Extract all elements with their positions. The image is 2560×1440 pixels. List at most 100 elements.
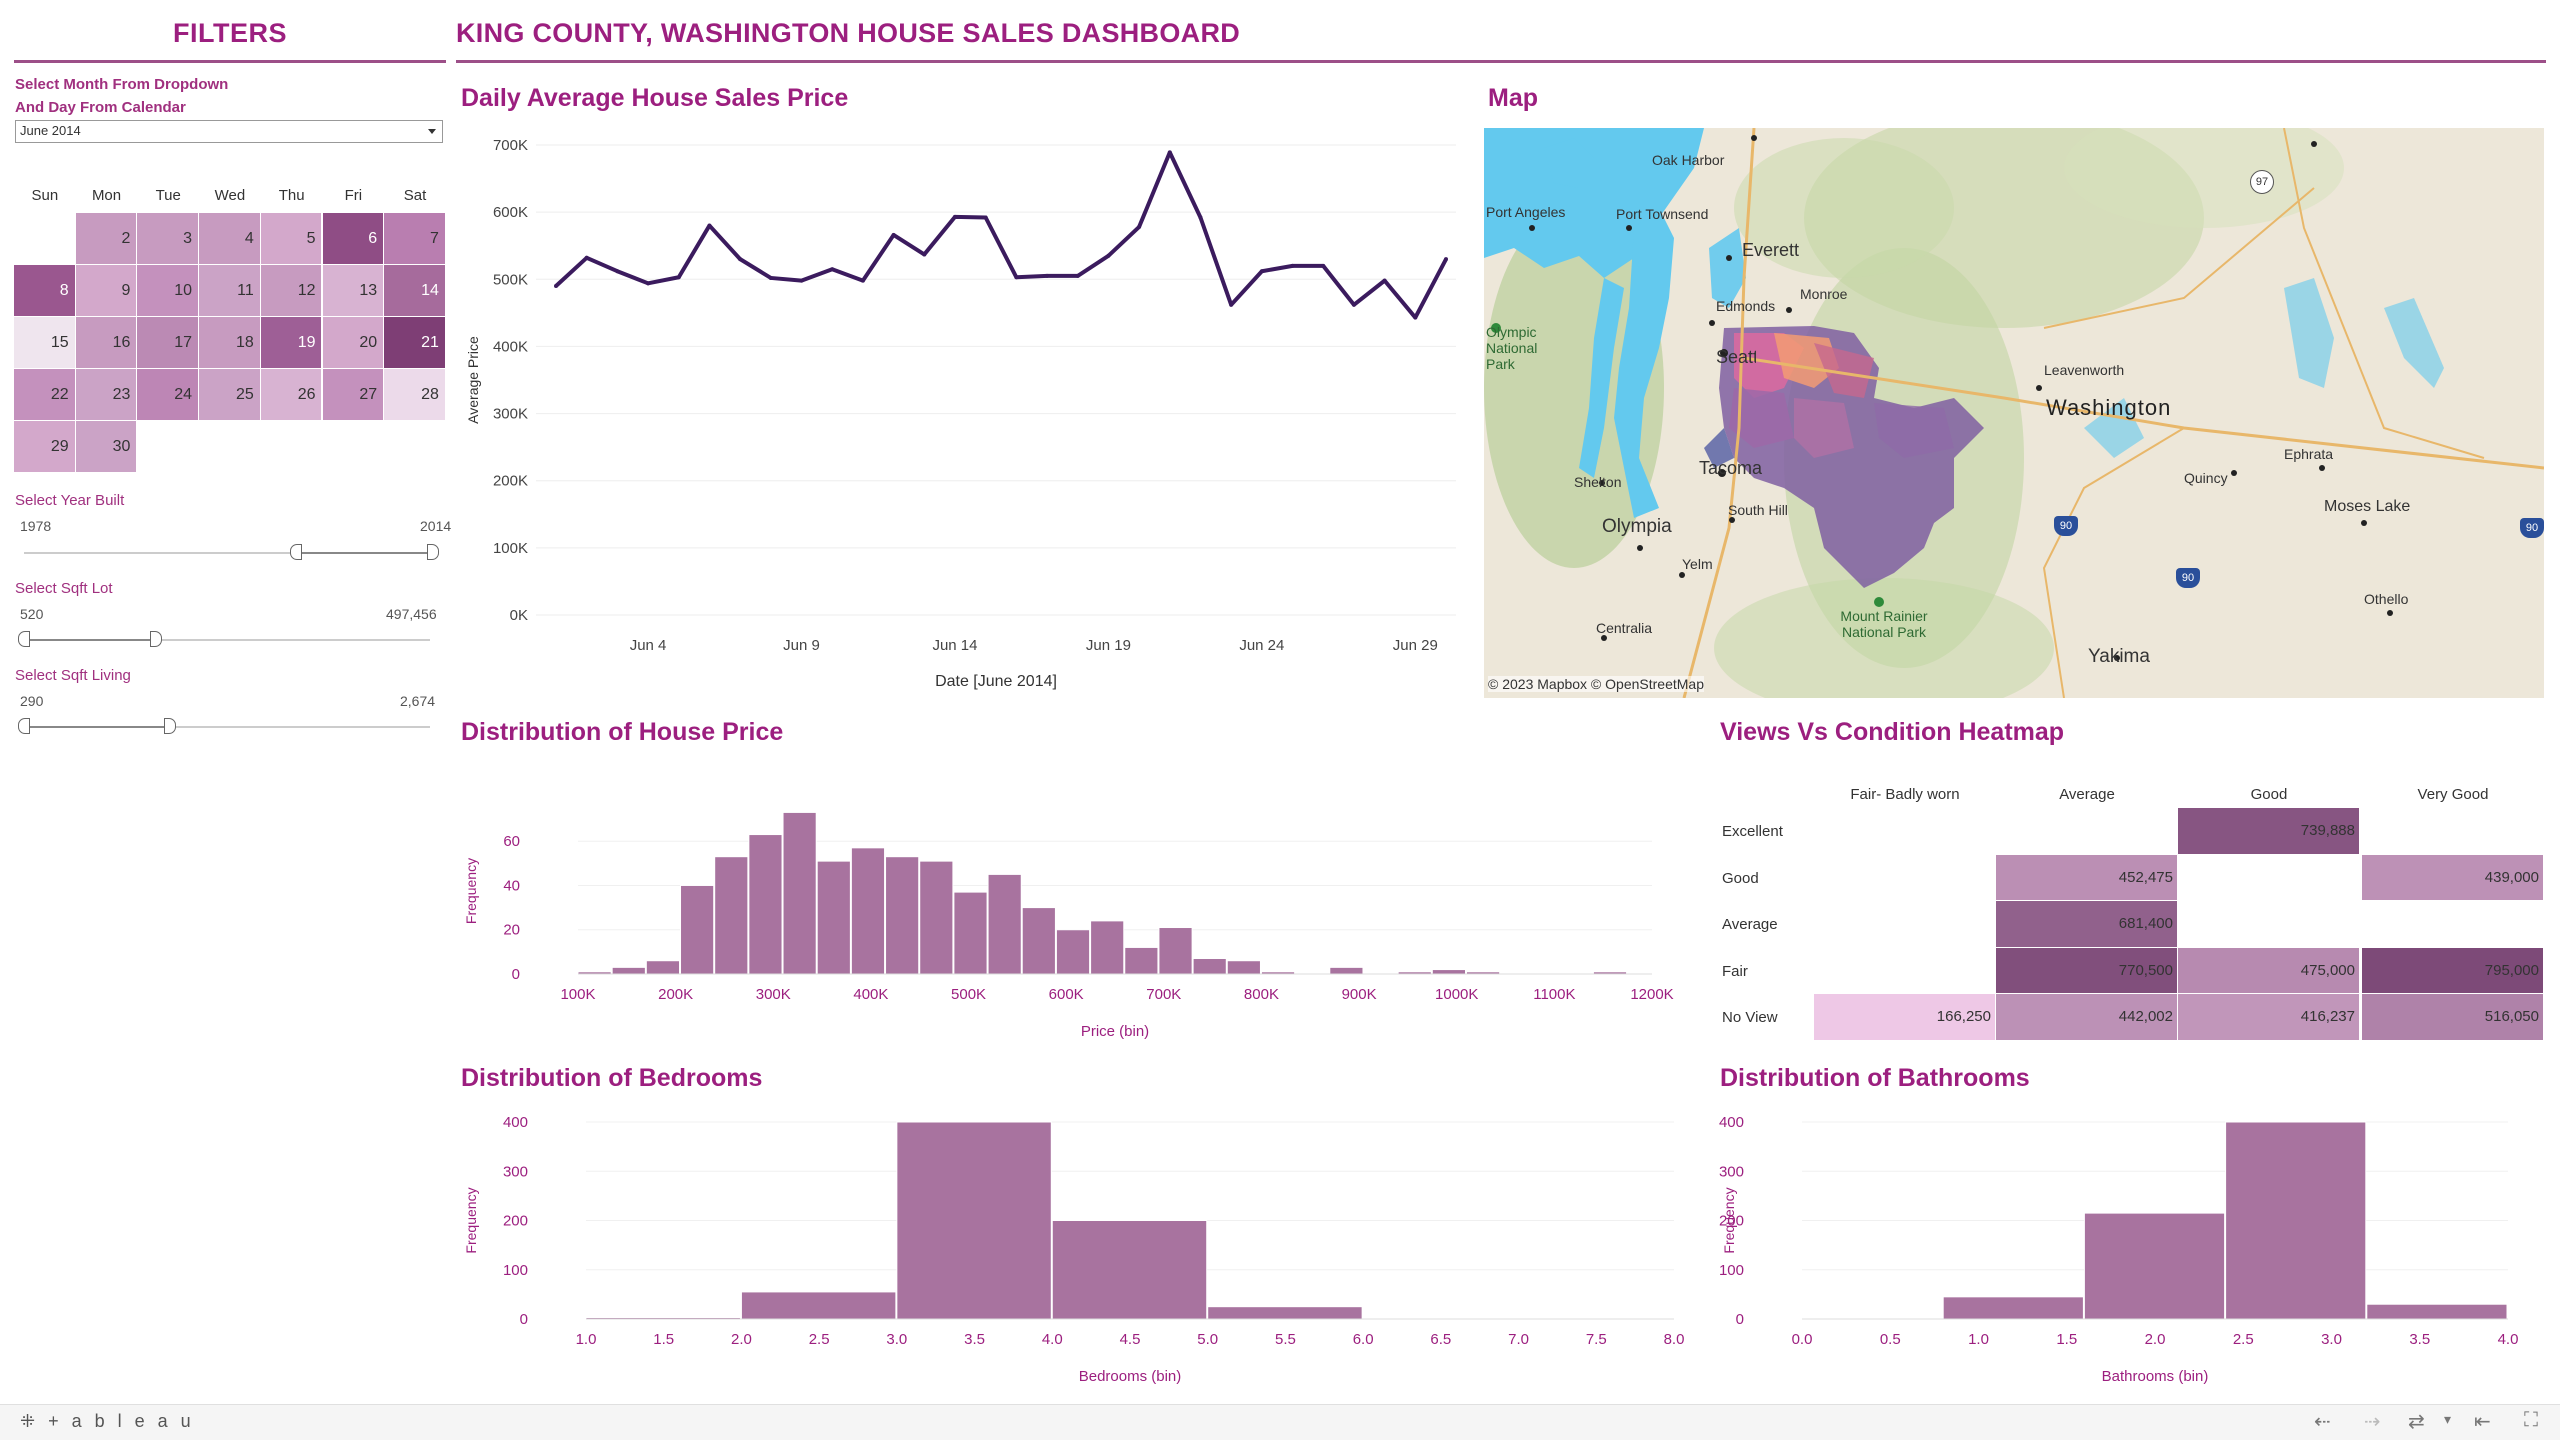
x-axis-title: Date [June 2014] [935,673,1057,690]
histogram-bar [1124,946,1159,975]
interstate-shield-icon: 90 [2054,516,2078,536]
calendar-day[interactable]: 26 [260,369,323,421]
calendar-day[interactable]: 22 [14,369,76,421]
calendar-day[interactable]: 7 [384,213,446,265]
calendar-day[interactable]: 5 [260,213,323,265]
sqft-lot-min-handle[interactable] [18,631,30,647]
heatmap-cell[interactable]: 442,002 [1996,994,2178,1041]
day-calendar[interactable]: Sun Mon Tue Wed Thu Fri Sat 2 3 4 5 6 7 8 9 10 11 12 13 14 1… [14,183,446,481]
x-tick-label: 4.0 [1042,1331,1063,1348]
price-point [952,214,957,219]
calendar-day[interactable]: 3 [137,213,200,265]
calendar-day[interactable]: 10 [137,265,200,317]
heatmap-cell[interactable]: 452,475 [1996,854,2178,901]
sqft-living-track [24,726,430,728]
calendar-day[interactable]: 6 [322,213,385,265]
heatmap-cell [2178,855,2360,902]
heatmap-cell[interactable]: 770,500 [1996,947,2178,994]
undo-icon[interactable]: ⇠ [2314,1411,2331,1433]
calendar-day[interactable]: 18 [199,317,261,369]
calendar-day[interactable]: 12 [260,265,323,317]
house-price-histogram[interactable]: 0 20 40 60 100K 200K 300K 400K 500K 600K 700K 800K 9… [456,760,1686,1045]
calendar-day[interactable]: 28 [384,369,446,421]
calendar-day[interactable]: 23 [75,369,138,421]
sqft-lot-track [24,639,430,641]
y-tick-label: 0 [1736,1311,1744,1328]
sqft-lot-max-handle[interactable] [150,631,162,647]
histogram-bar [919,860,954,975]
sqft-living-min-handle[interactable] [18,718,30,734]
weekday-header: Sun [31,187,59,204]
map-label-2: Port Townsend [1616,206,1709,222]
calendar-day[interactable]: 29 [14,421,76,473]
y-tick-label: 100 [503,1262,528,1279]
calendar-day[interactable]: 15 [14,317,76,369]
heatmap-cell[interactable]: 739,888 [2178,808,2360,855]
map-label-3: Everett [1742,240,1800,260]
price-point [768,275,773,280]
histogram-bar [896,1121,1052,1320]
calendar-day[interactable]: 4 [199,213,261,265]
histogram-bar [1021,907,1056,975]
heatmap-cell[interactable]: 439,000 [2362,854,2544,901]
map-label-5: Monroe [1800,286,1848,302]
y-tick-label: 40 [503,877,520,894]
calendar-day[interactable]: 30 [75,421,138,473]
map-view[interactable]: Oak Harbor Port Angeles Port Townsend Ev… [1484,128,2544,698]
histogram-bar [1431,969,1466,975]
heatmap-cell[interactable]: 475,000 [2178,947,2360,994]
calendar-day[interactable]: 16 [75,317,138,369]
heatmap-cell[interactable]: 166,250 [1814,994,1996,1041]
bedrooms-histogram[interactable]: 0 100 200 300 400 1.0 1.5 2.0 2.5 3.0 3.5 4.0 4.5 5.0… [456,1100,1686,1390]
heatmap-cell[interactable]: 416,237 [2178,994,2360,1041]
x-tick-label: 2.5 [809,1331,830,1348]
map-label-14: South Hill [1728,502,1788,518]
calendar-day[interactable]: 11 [199,265,261,317]
pause-icon[interactable]: ⇤ [2474,1411,2491,1433]
year-built-min: 1978 [20,518,52,534]
calendar-day[interactable]: 21 [384,317,446,369]
calendar-day[interactable]: 19 [260,317,323,369]
calendar-day[interactable]: 27 [322,369,385,421]
month-dropdown[interactable]: June 2014 [15,120,443,143]
x-tick-label: 1.5 [653,1331,674,1348]
y-tick-label: 20 [503,922,520,939]
calendar-day[interactable]: 14 [384,265,446,317]
year-built-track [24,552,430,554]
y-tick-label: 0 [512,966,520,983]
revert-icon[interactable]: ⇄ [2408,1411,2425,1433]
price-point [1290,263,1295,268]
year-built-min-handle[interactable] [290,544,302,560]
x-tick-label: 300K [756,986,791,1003]
calendar-day[interactable]: 20 [322,317,385,369]
histogram-bar [850,847,886,975]
calendar-day[interactable]: 9 [75,265,138,317]
chevron-down-icon[interactable]: ▾ [2444,1411,2452,1427]
daily-price-chart[interactable]: 0K 100K 200K 300K 400K 500K 600K 700K Jun 4 Jun 9… [456,120,1476,705]
redo-icon[interactable]: ⇢ [2364,1411,2381,1433]
price-point [922,252,927,257]
bathrooms-histogram[interactable]: 0 100 200 300 400 0.0 0.5 1.0 1.5 2.0 2.5 3.0 3.5 4.0… [1714,1100,2546,1390]
views-condition-heatmap[interactable]: Fair- Badly worn Average Good Very Good Exce… [1714,786,2546,1041]
weekday-header: Wed [214,187,246,204]
y-axis-title: Average Price [465,336,481,424]
histogram-bar [1207,1306,1363,1320]
calendar-day[interactable]: 17 [137,317,200,369]
calendar-day[interactable]: 8 [14,265,76,317]
sqft-living-max-handle[interactable] [164,718,176,734]
calendar-day[interactable]: 13 [322,265,385,317]
sqft-lot-min: 520 [20,606,44,622]
tableau-logo[interactable]: ⁜ + a b l e a u [20,1411,195,1431]
heatmap-cell[interactable]: 795,000 [2362,947,2544,994]
fullscreen-icon[interactable]: ⛶ [2524,1409,2538,1431]
x-tick-label: 5.5 [1275,1331,1296,1348]
calendar-day[interactable]: 25 [199,369,261,421]
x-tick-label: 3.0 [2321,1331,2342,1348]
map-copyright[interactable]: © 2023 Mapbox © OpenStreetMap [1488,676,1704,692]
calendar-day[interactable]: 24 [137,369,200,421]
heatmap-cell[interactable]: 516,050 [2362,994,2544,1041]
year-built-max-handle[interactable] [427,544,439,560]
heatmap-cell[interactable]: 681,400 [1996,901,2178,948]
calendar-day[interactable]: 2 [75,213,138,265]
heatmap-cell [1814,855,1996,902]
